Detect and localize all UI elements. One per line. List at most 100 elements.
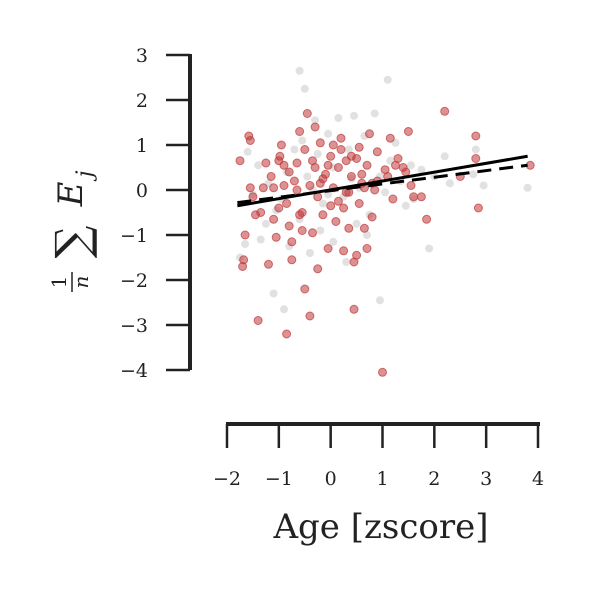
gray-data-point — [425, 244, 434, 253]
gray-data-point — [417, 165, 426, 174]
red-data-point — [352, 250, 362, 260]
points-layer — [235, 66, 535, 377]
red-data-point — [300, 145, 310, 154]
x-axis-title: Age [zscore] — [272, 507, 488, 547]
red-data-point — [380, 165, 390, 175]
red-data-point — [295, 210, 305, 220]
red-data-point — [297, 226, 307, 235]
red-data-point — [315, 138, 325, 148]
gray-data-point — [261, 219, 270, 228]
red-data-point — [336, 145, 346, 154]
red-data-point — [318, 210, 328, 220]
red-data-point — [471, 154, 481, 163]
y-tick-label: 0 — [136, 180, 148, 202]
red-data-point — [372, 147, 382, 157]
gray-data-point — [254, 161, 263, 170]
fit-lines-layer — [237, 154, 528, 208]
x-tick-label: 4 — [532, 468, 544, 490]
y-axis-title-numerator: 1 — [47, 276, 71, 289]
red-data-point — [282, 199, 292, 208]
red-data-point — [354, 199, 364, 208]
red-data-point — [279, 181, 289, 190]
red-data-point — [240, 230, 250, 240]
red-data-point — [269, 183, 279, 193]
gray-data-point — [440, 152, 449, 161]
y-axis-title-denominator: n — [69, 276, 93, 289]
red-data-point — [385, 133, 395, 143]
red-data-point — [305, 181, 315, 190]
red-data-point — [344, 223, 354, 233]
x-tick-label: 1 — [376, 468, 388, 490]
y-tick-label: −4 — [120, 360, 148, 382]
y-axis-title: 1 n ∑ E j — [45, 170, 99, 292]
gray-data-point — [363, 231, 371, 239]
y-tick-label: −2 — [120, 270, 148, 292]
gray-data-point — [243, 147, 252, 156]
red-data-point — [359, 223, 369, 233]
dashed-fit-line — [237, 163, 528, 205]
gray-data-point — [445, 179, 454, 188]
gray-data-point — [290, 145, 299, 154]
gray-data-point — [316, 226, 325, 235]
red-data-point — [403, 127, 413, 136]
gray-data-point — [479, 181, 488, 190]
red-data-point — [339, 203, 349, 213]
red-data-point — [258, 183, 268, 193]
gray-data-point — [381, 188, 390, 197]
gray-data-point — [407, 161, 415, 170]
red-data-point — [282, 329, 292, 339]
y-tick-label: 3 — [136, 45, 148, 67]
red-data-point — [333, 196, 343, 206]
red-data-point — [391, 160, 400, 170]
red-data-point — [422, 214, 432, 224]
red-data-point — [235, 156, 245, 166]
gray-data-point — [375, 296, 384, 305]
x-ticks: −2 −1 0 1 2 3 4 — [213, 424, 544, 490]
red-data-point — [362, 244, 372, 253]
gray-data-point — [313, 150, 322, 158]
gray-data-point — [305, 249, 314, 257]
red-data-point — [308, 156, 317, 166]
y-tick-label: −1 — [120, 225, 148, 247]
red-data-point — [310, 122, 320, 132]
red-data-point — [289, 176, 299, 186]
gray-data-point — [269, 289, 278, 298]
y-axis-title-subscript: j — [73, 170, 98, 182]
red-data-point — [406, 181, 416, 190]
red-data-point — [326, 201, 336, 211]
gray-data-point — [352, 219, 361, 228]
gray-data-point — [401, 201, 410, 210]
red-data-point — [295, 127, 305, 136]
red-data-point — [248, 192, 258, 202]
red-data-point — [284, 221, 294, 231]
gray-data-point — [350, 111, 358, 120]
red-data-point — [354, 142, 364, 152]
red-data-point — [292, 158, 302, 168]
red-data-point — [388, 194, 398, 204]
gray-data-point — [256, 235, 265, 244]
red-data-point — [253, 316, 263, 325]
red-data-point — [300, 284, 310, 294]
red-data-point — [313, 264, 323, 274]
axes-layer — [188, 54, 540, 426]
gray-data-point — [329, 237, 338, 246]
gray-data-point — [311, 116, 320, 125]
gray-data-point — [344, 145, 353, 154]
red-data-point — [287, 237, 297, 247]
red-data-point — [357, 169, 367, 179]
red-data-point — [349, 304, 359, 314]
red-data-point — [323, 160, 333, 170]
red-data-point — [264, 259, 273, 269]
x-tick-label: 2 — [428, 468, 440, 490]
red-data-point — [323, 244, 333, 253]
gray-data-point — [280, 305, 288, 314]
red-data-point — [440, 106, 450, 116]
red-data-point — [284, 167, 294, 177]
red-data-point — [308, 228, 317, 238]
gray-data-point — [334, 114, 343, 122]
gray-data-point — [370, 109, 379, 118]
gray-data-point — [523, 183, 532, 192]
red-data-point — [274, 156, 284, 166]
gray-data-point — [471, 145, 480, 154]
